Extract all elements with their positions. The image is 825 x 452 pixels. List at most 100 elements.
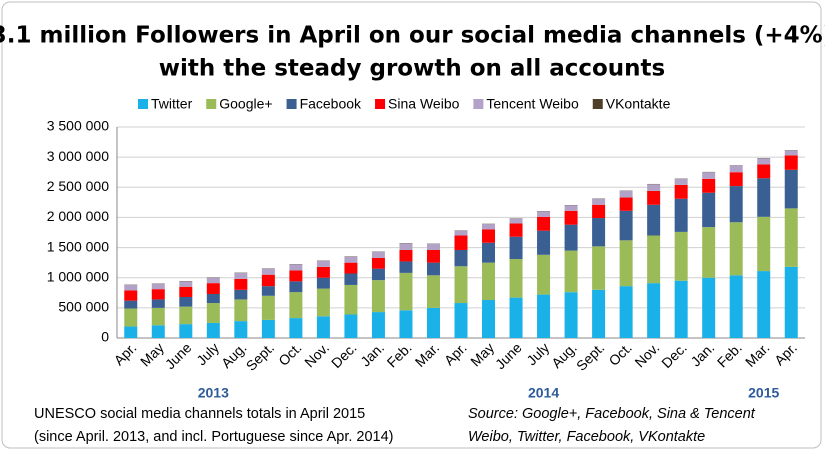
bar-segment xyxy=(784,150,798,156)
bar-segment xyxy=(179,281,193,287)
bar-segment xyxy=(619,240,633,287)
bar-segment xyxy=(289,318,303,338)
bar-segment xyxy=(784,155,798,170)
bar-segment xyxy=(564,205,578,211)
bar-segment xyxy=(482,262,496,301)
y-tick-label: 0 xyxy=(101,329,109,345)
bar-segment xyxy=(234,299,248,322)
bar-segment xyxy=(151,283,165,290)
bar-segment xyxy=(151,299,165,308)
bar-segment xyxy=(647,184,661,191)
bar-segment xyxy=(206,283,220,294)
bar-segment xyxy=(619,210,633,241)
bar-segment xyxy=(206,322,220,338)
bar-segment xyxy=(509,236,523,260)
y-tick-label: 3 500 000 xyxy=(47,118,109,134)
bar-segment xyxy=(729,186,743,223)
bar-segment xyxy=(316,277,330,289)
legend-swatch xyxy=(138,99,148,109)
bar-segment xyxy=(454,230,468,236)
note: (since April. 2013, and incl. Portuguese… xyxy=(34,429,394,445)
bar-segment xyxy=(399,261,413,273)
bar-segment xyxy=(784,266,798,338)
bar-segment xyxy=(509,218,523,224)
chart-title: with the steady growth on all accounts xyxy=(159,56,665,82)
bar-segment xyxy=(179,306,193,325)
bar-segment xyxy=(564,250,578,293)
y-tick-label: 500 000 xyxy=(58,299,109,315)
y-tick-label: 1 000 000 xyxy=(47,268,109,284)
bar-segment xyxy=(426,243,440,250)
bar-segment xyxy=(151,325,165,338)
bar-segment xyxy=(674,178,688,185)
bar-segment xyxy=(702,227,716,278)
bar-segment xyxy=(592,204,606,219)
bar-segment xyxy=(234,289,248,300)
bar-segment xyxy=(702,192,716,228)
bar-segment xyxy=(537,216,551,231)
bar-segment xyxy=(674,280,688,338)
bar-segment xyxy=(316,266,330,278)
bar-segment xyxy=(482,224,496,230)
legend-label: Twitter xyxy=(151,96,193,112)
bar-segment xyxy=(316,260,330,267)
bar-segment xyxy=(124,284,138,291)
bar-segment xyxy=(674,184,688,199)
note: Source: Google+, Facebook, Sina & Tencen… xyxy=(468,406,756,422)
bar-segment xyxy=(426,307,440,338)
legend-label: VKontakte xyxy=(606,96,671,112)
bar-segment xyxy=(454,249,468,267)
bar-segment xyxy=(674,231,688,281)
bar-segment xyxy=(371,257,385,269)
bar-segment xyxy=(592,246,606,290)
bar-segment xyxy=(179,297,193,307)
bar-segment xyxy=(316,316,330,338)
bar-segment xyxy=(344,284,358,315)
bar-segment xyxy=(399,310,413,338)
bar-segment xyxy=(592,289,606,338)
bar-segment xyxy=(454,303,468,338)
bar-segment xyxy=(619,190,633,198)
legend-label: Tencent Weibo xyxy=(486,96,579,112)
bar-segment xyxy=(124,308,138,327)
chart-title: 3.1 million Followers in April on our so… xyxy=(0,23,825,49)
bar-segment xyxy=(399,249,413,262)
bar-segment xyxy=(509,223,523,237)
bar-segment xyxy=(124,326,138,338)
bar-segment xyxy=(179,324,193,338)
bar-segment xyxy=(344,314,358,338)
legend-swatch xyxy=(592,99,603,109)
bar-segment xyxy=(124,290,138,301)
y-tick-label: 1 500 000 xyxy=(47,238,109,254)
bar-segment xyxy=(729,275,743,338)
bar-segment xyxy=(482,300,496,338)
note: Weibo, Twitter, Facebook, VKontakte xyxy=(468,429,705,445)
bar-segment xyxy=(344,256,358,263)
legend-swatch xyxy=(473,99,484,109)
bar-segment xyxy=(206,293,220,304)
bar-segment xyxy=(564,292,578,338)
legend-label: Google+ xyxy=(219,96,272,112)
bar-segment xyxy=(729,222,743,276)
bar-segment xyxy=(426,249,440,263)
bar-segment xyxy=(454,266,468,304)
bar-segment xyxy=(537,294,551,338)
bar-segment xyxy=(509,297,523,338)
bar-segment xyxy=(344,262,358,274)
bar-segment xyxy=(537,254,551,295)
bar-segment xyxy=(619,197,633,211)
legend-label: Sina Weibo xyxy=(388,96,460,112)
bar-segment xyxy=(729,172,743,187)
bar-segment xyxy=(564,210,578,225)
bar-segment xyxy=(482,229,496,243)
bar-segment xyxy=(702,178,716,193)
bar-segment xyxy=(426,275,440,308)
bar-segment xyxy=(371,268,385,281)
bar-segment xyxy=(261,268,275,275)
legend-label: Facebook xyxy=(300,96,362,112)
bar-segment xyxy=(289,270,303,282)
y-tick-label: 2 500 000 xyxy=(47,178,109,194)
y-tick-label: 2 000 000 xyxy=(47,208,109,224)
note: UNESCO social media channels totals in A… xyxy=(34,406,365,422)
